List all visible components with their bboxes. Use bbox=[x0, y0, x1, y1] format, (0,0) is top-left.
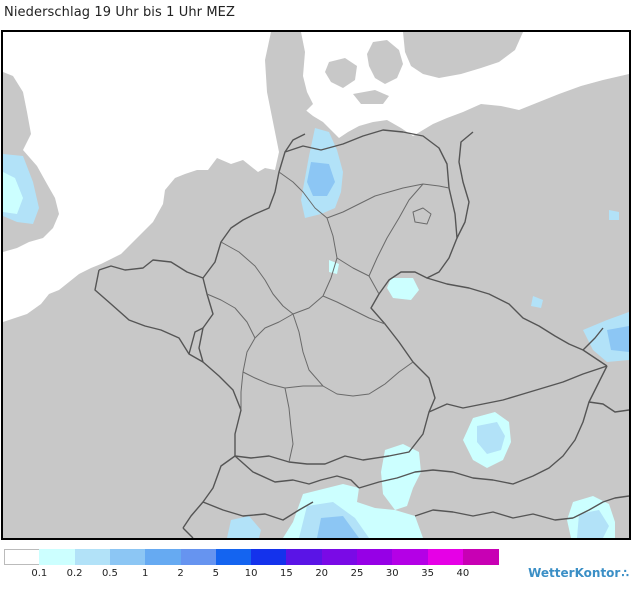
legend-label: 5 bbox=[212, 568, 219, 579]
czech-border bbox=[426, 277, 608, 367]
austria-border bbox=[358, 365, 608, 489]
state-border-10 bbox=[206, 293, 256, 339]
legend-swatch bbox=[39, 549, 76, 565]
state-border-5 bbox=[368, 183, 424, 277]
legend-label: 0.5 bbox=[101, 568, 118, 579]
precip-styria-core bbox=[477, 422, 505, 454]
precip-slovakia-core bbox=[607, 326, 629, 352]
state-border-7 bbox=[292, 313, 414, 397]
map-title: Niederschlag 19 Uhr bis 1 Uhr MEZ bbox=[4, 5, 235, 20]
germany-border bbox=[198, 129, 458, 465]
slovenia-border bbox=[572, 495, 629, 519]
legend-swatch bbox=[180, 549, 217, 565]
map-canvas bbox=[3, 32, 629, 538]
hungary-border bbox=[588, 401, 629, 413]
precipitation-map bbox=[1, 30, 631, 540]
legend-swatch bbox=[145, 549, 181, 565]
switzerland-border bbox=[234, 455, 360, 489]
luxembourg-border bbox=[188, 327, 204, 355]
austria-north-border bbox=[428, 365, 608, 413]
precipitation-legend: 0.1 0.2 0.5 1 2 5 10 15 20 25 30 35 40 bbox=[4, 549, 504, 589]
austria-italy-border bbox=[414, 509, 574, 521]
zealand bbox=[367, 40, 403, 84]
state-border-6 bbox=[322, 295, 386, 325]
precip-alps-west bbox=[227, 516, 261, 538]
state-border-2 bbox=[240, 217, 338, 410]
france-switzerland-border bbox=[182, 455, 236, 529]
precip-schleswig-core bbox=[307, 162, 335, 196]
poland-border bbox=[456, 131, 474, 239]
legend-swatch bbox=[286, 549, 323, 565]
jutland bbox=[267, 32, 313, 122]
rain-drops-icon: ∴ bbox=[621, 567, 629, 580]
denmark-border bbox=[284, 133, 306, 153]
czech-slovakia-border bbox=[582, 327, 604, 351]
lolland bbox=[353, 90, 389, 104]
legend-swatch bbox=[4, 549, 40, 565]
state-border-4 bbox=[336, 257, 380, 295]
legend-label: 1 bbox=[142, 568, 149, 579]
benelux-border bbox=[98, 259, 204, 279]
legend-label: 40 bbox=[456, 568, 470, 579]
legend-swatch bbox=[321, 549, 358, 565]
berlin-border bbox=[412, 207, 432, 225]
legend-swatch bbox=[109, 549, 146, 565]
south-sweden bbox=[403, 32, 523, 78]
legend-swatch bbox=[392, 549, 429, 565]
legend-label: 0.1 bbox=[31, 568, 48, 579]
precip-england-core bbox=[3, 172, 23, 214]
state-border-3 bbox=[220, 241, 294, 315]
precip-saxony bbox=[387, 278, 419, 300]
legend-label: 15 bbox=[280, 568, 293, 579]
precipitation-areas bbox=[3, 128, 629, 538]
legend-label: 10 bbox=[244, 568, 258, 579]
italy-north-border bbox=[182, 527, 194, 538]
state-borders bbox=[206, 171, 450, 463]
legend-swatch bbox=[462, 549, 499, 565]
legend-label: 35 bbox=[421, 568, 434, 579]
state-border-9 bbox=[284, 387, 294, 463]
legend-label: 25 bbox=[350, 568, 364, 579]
precip-silesia bbox=[531, 296, 543, 308]
north-sea bbox=[3, 32, 279, 322]
brand-logo: WetterKontor∴ bbox=[528, 566, 629, 580]
brand-name: WetterKontor bbox=[528, 566, 621, 580]
legend-swatch bbox=[215, 549, 252, 565]
legend-swatch bbox=[427, 549, 464, 565]
swiss-south-border bbox=[202, 501, 314, 521]
land-areas bbox=[3, 32, 523, 252]
precip-alps-core bbox=[317, 516, 359, 538]
legend-label: 2 bbox=[177, 568, 184, 579]
precip-poland-east bbox=[609, 210, 619, 220]
legend-swatch bbox=[74, 549, 111, 565]
legend-label: 20 bbox=[315, 568, 329, 579]
belgium-france-border bbox=[94, 269, 204, 363]
state-border-8 bbox=[242, 371, 323, 389]
precip-slovenia-core bbox=[577, 510, 609, 538]
legend-swatch bbox=[251, 549, 287, 565]
legend-swatch bbox=[357, 549, 393, 565]
legend-label: 0.2 bbox=[66, 568, 83, 579]
funen bbox=[325, 58, 357, 88]
country-borders bbox=[94, 129, 629, 538]
legend-label: 30 bbox=[385, 568, 399, 579]
